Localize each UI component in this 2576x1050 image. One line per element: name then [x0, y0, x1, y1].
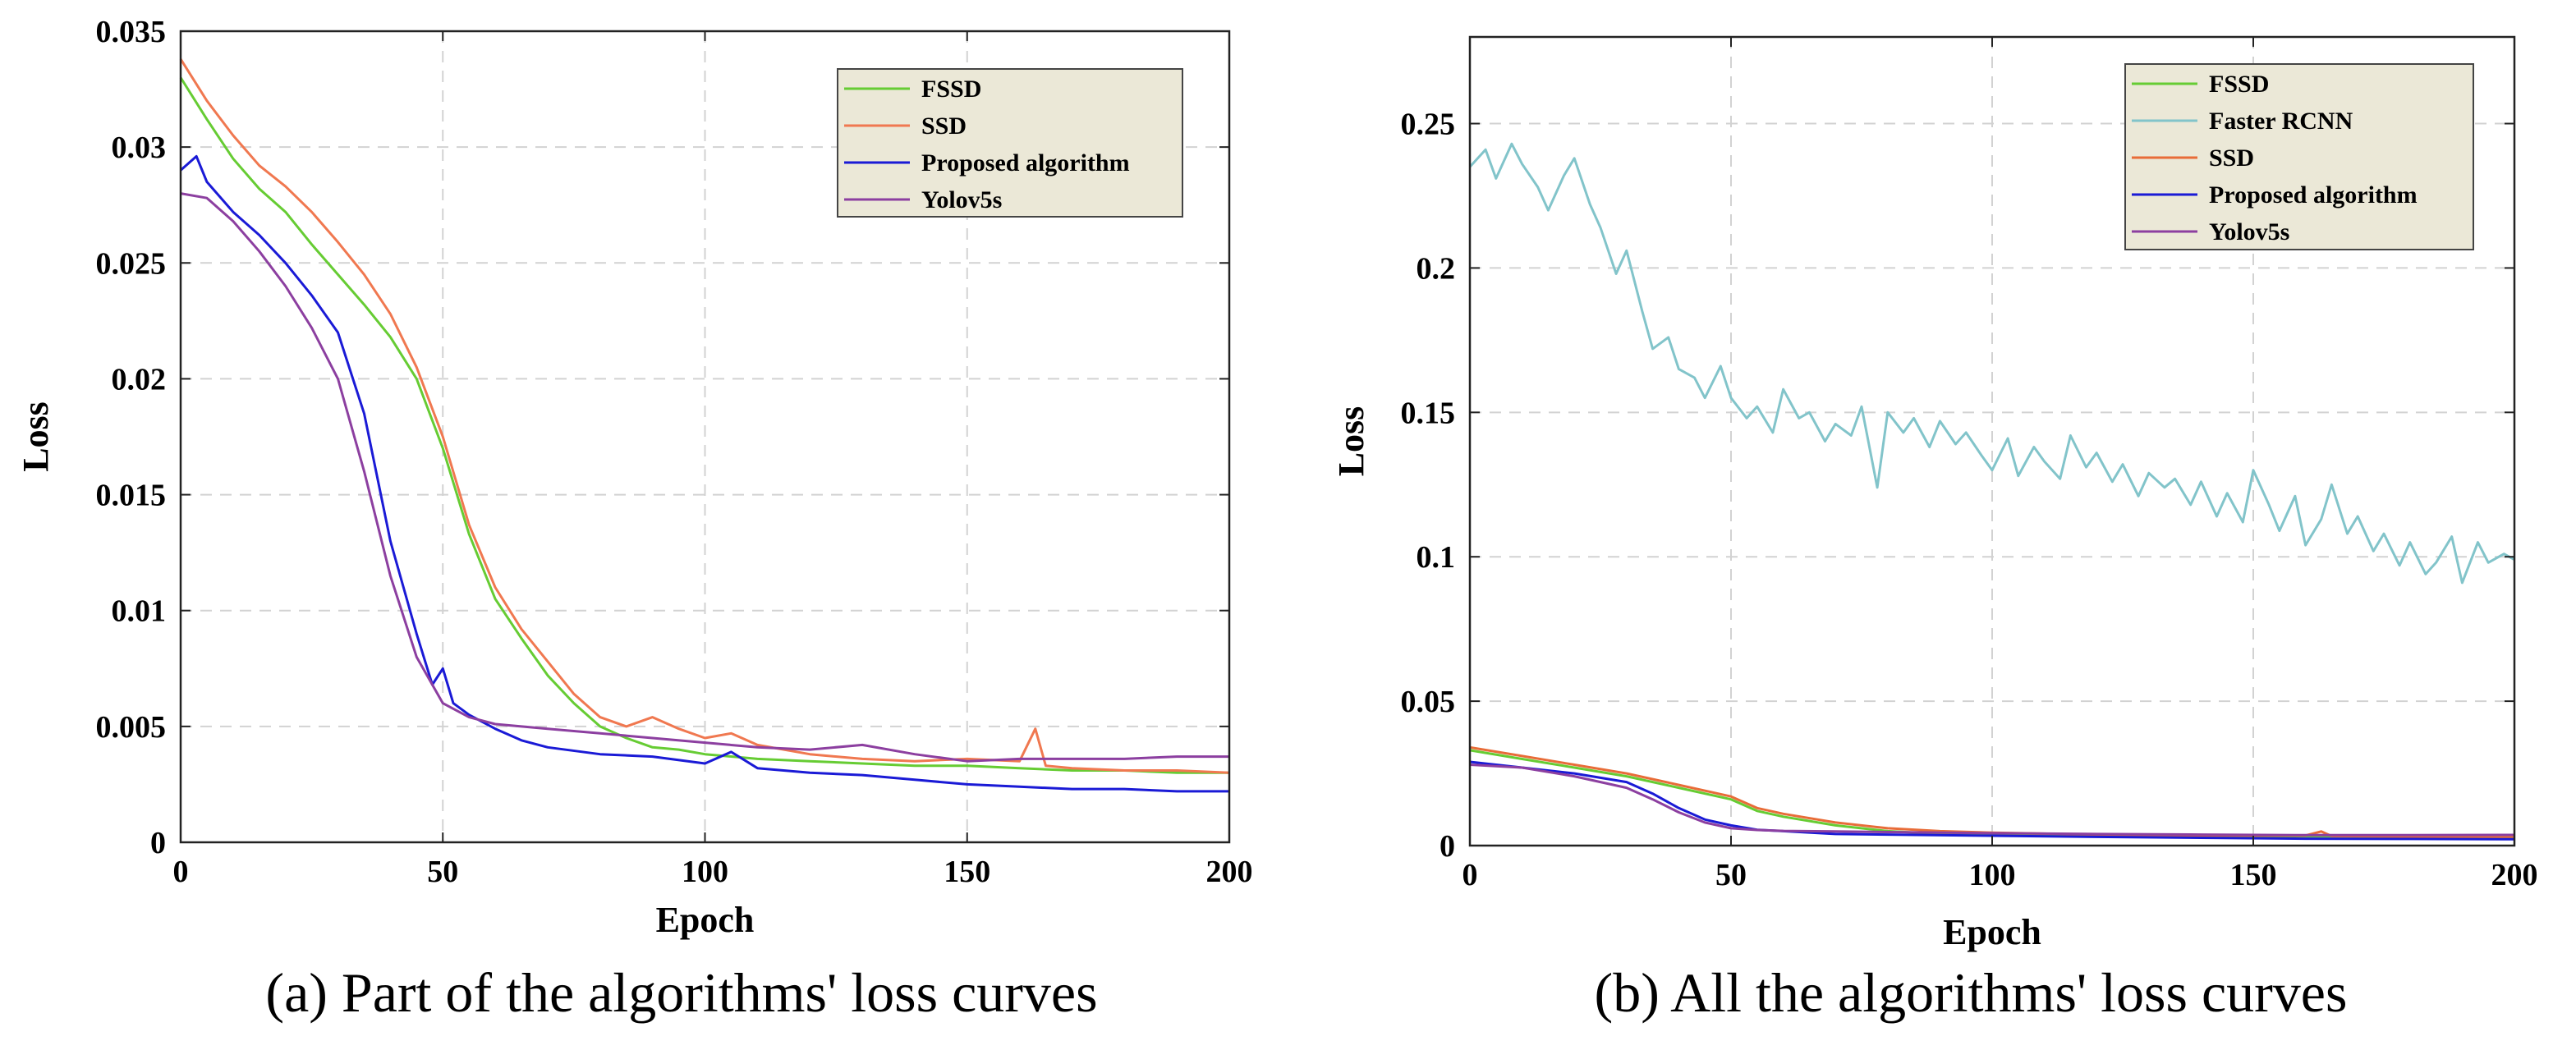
legend: FSSD SSD Proposed algorithm Yolov5s: [837, 68, 1183, 218]
legend-label: FSSD: [2209, 71, 2269, 98]
caption: (a) Part of the algorithms' loss curves: [265, 961, 1097, 1024]
legend-label: Yolov5s: [2209, 218, 2289, 245]
legend-label: Faster RCNN: [2209, 108, 2353, 135]
y-tick-label: 0.005: [96, 710, 167, 745]
y-axis-label: Loss: [1331, 406, 1371, 477]
x-tick-label: 150: [944, 855, 990, 889]
x-tick-label: 100: [682, 855, 728, 889]
series-line-yolov5s: [1469, 763, 2515, 837]
x-axis-label: Epoch: [656, 900, 755, 940]
y-tick-label: 0.025: [96, 246, 167, 281]
legend-label: Yolov5s: [921, 186, 1002, 213]
legend-label: Proposed algorithm: [2209, 181, 2418, 209]
y-tick-label: 0: [150, 826, 166, 860]
y-tick-label: 0.25: [1401, 108, 1456, 142]
y-tick-label: 0.2: [1417, 251, 1456, 286]
x-tick-label: 200: [1206, 855, 1253, 889]
y-tick-label: 0.02: [112, 362, 167, 397]
y-tick-label: 0.15: [1401, 396, 1456, 430]
y-tick-label: 0.01: [112, 594, 167, 629]
legend-label: FSSD: [921, 76, 981, 103]
x-axis-label: Epoch: [1943, 912, 2041, 952]
x-tick-label: 0: [173, 855, 189, 889]
x-tick-label: 200: [2491, 858, 2538, 892]
legend-label: Proposed algorithm: [921, 149, 1130, 177]
y-tick-label: 0: [1440, 829, 1455, 864]
legend-box: [837, 68, 1183, 218]
caption: (b) All the algorithms' loss curves: [1595, 961, 2348, 1024]
legend-label: SSD: [921, 112, 967, 140]
panel-b: 0 50 100 150 200 0 0.05 0.1 0.15 0.2 0.25 Epoch Loss…: [1331, 35, 2538, 1024]
y-tick-label: 0.035: [96, 15, 167, 49]
x-tick-label: 50: [427, 855, 458, 889]
panel-a: 0 50 100 150 200 0 0.005 0.01 0.015 0.02 0.025 0.03…: [16, 15, 1253, 1024]
x-tick-label: 100: [1969, 858, 2016, 892]
x-tick-label: 150: [2230, 858, 2277, 892]
series-line-ssd: [179, 58, 1230, 774]
x-tick-label: 50: [1715, 858, 1747, 892]
y-axis-label: Loss: [16, 401, 56, 472]
series-line-proposed-algorithm: [180, 154, 1229, 793]
y-tick-label: 0.1: [1417, 540, 1456, 575]
series-line-faster-rcnn: [1468, 142, 2515, 585]
y-tick-label: 0.015: [96, 479, 167, 513]
x-tick-label: 0: [1462, 858, 1478, 892]
series-line-ssd: [1469, 745, 2515, 838]
legend: FSSD Faster RCNN SSD Proposed algorithm Yolo…: [2124, 63, 2474, 250]
series-line-yolov5s: [180, 192, 1229, 763]
legend-label: SSD: [2209, 144, 2254, 172]
y-tick-label: 0.05: [1401, 685, 1456, 719]
series-line-fssd: [179, 76, 1229, 774]
y-tick-label: 0.03: [112, 131, 167, 165]
